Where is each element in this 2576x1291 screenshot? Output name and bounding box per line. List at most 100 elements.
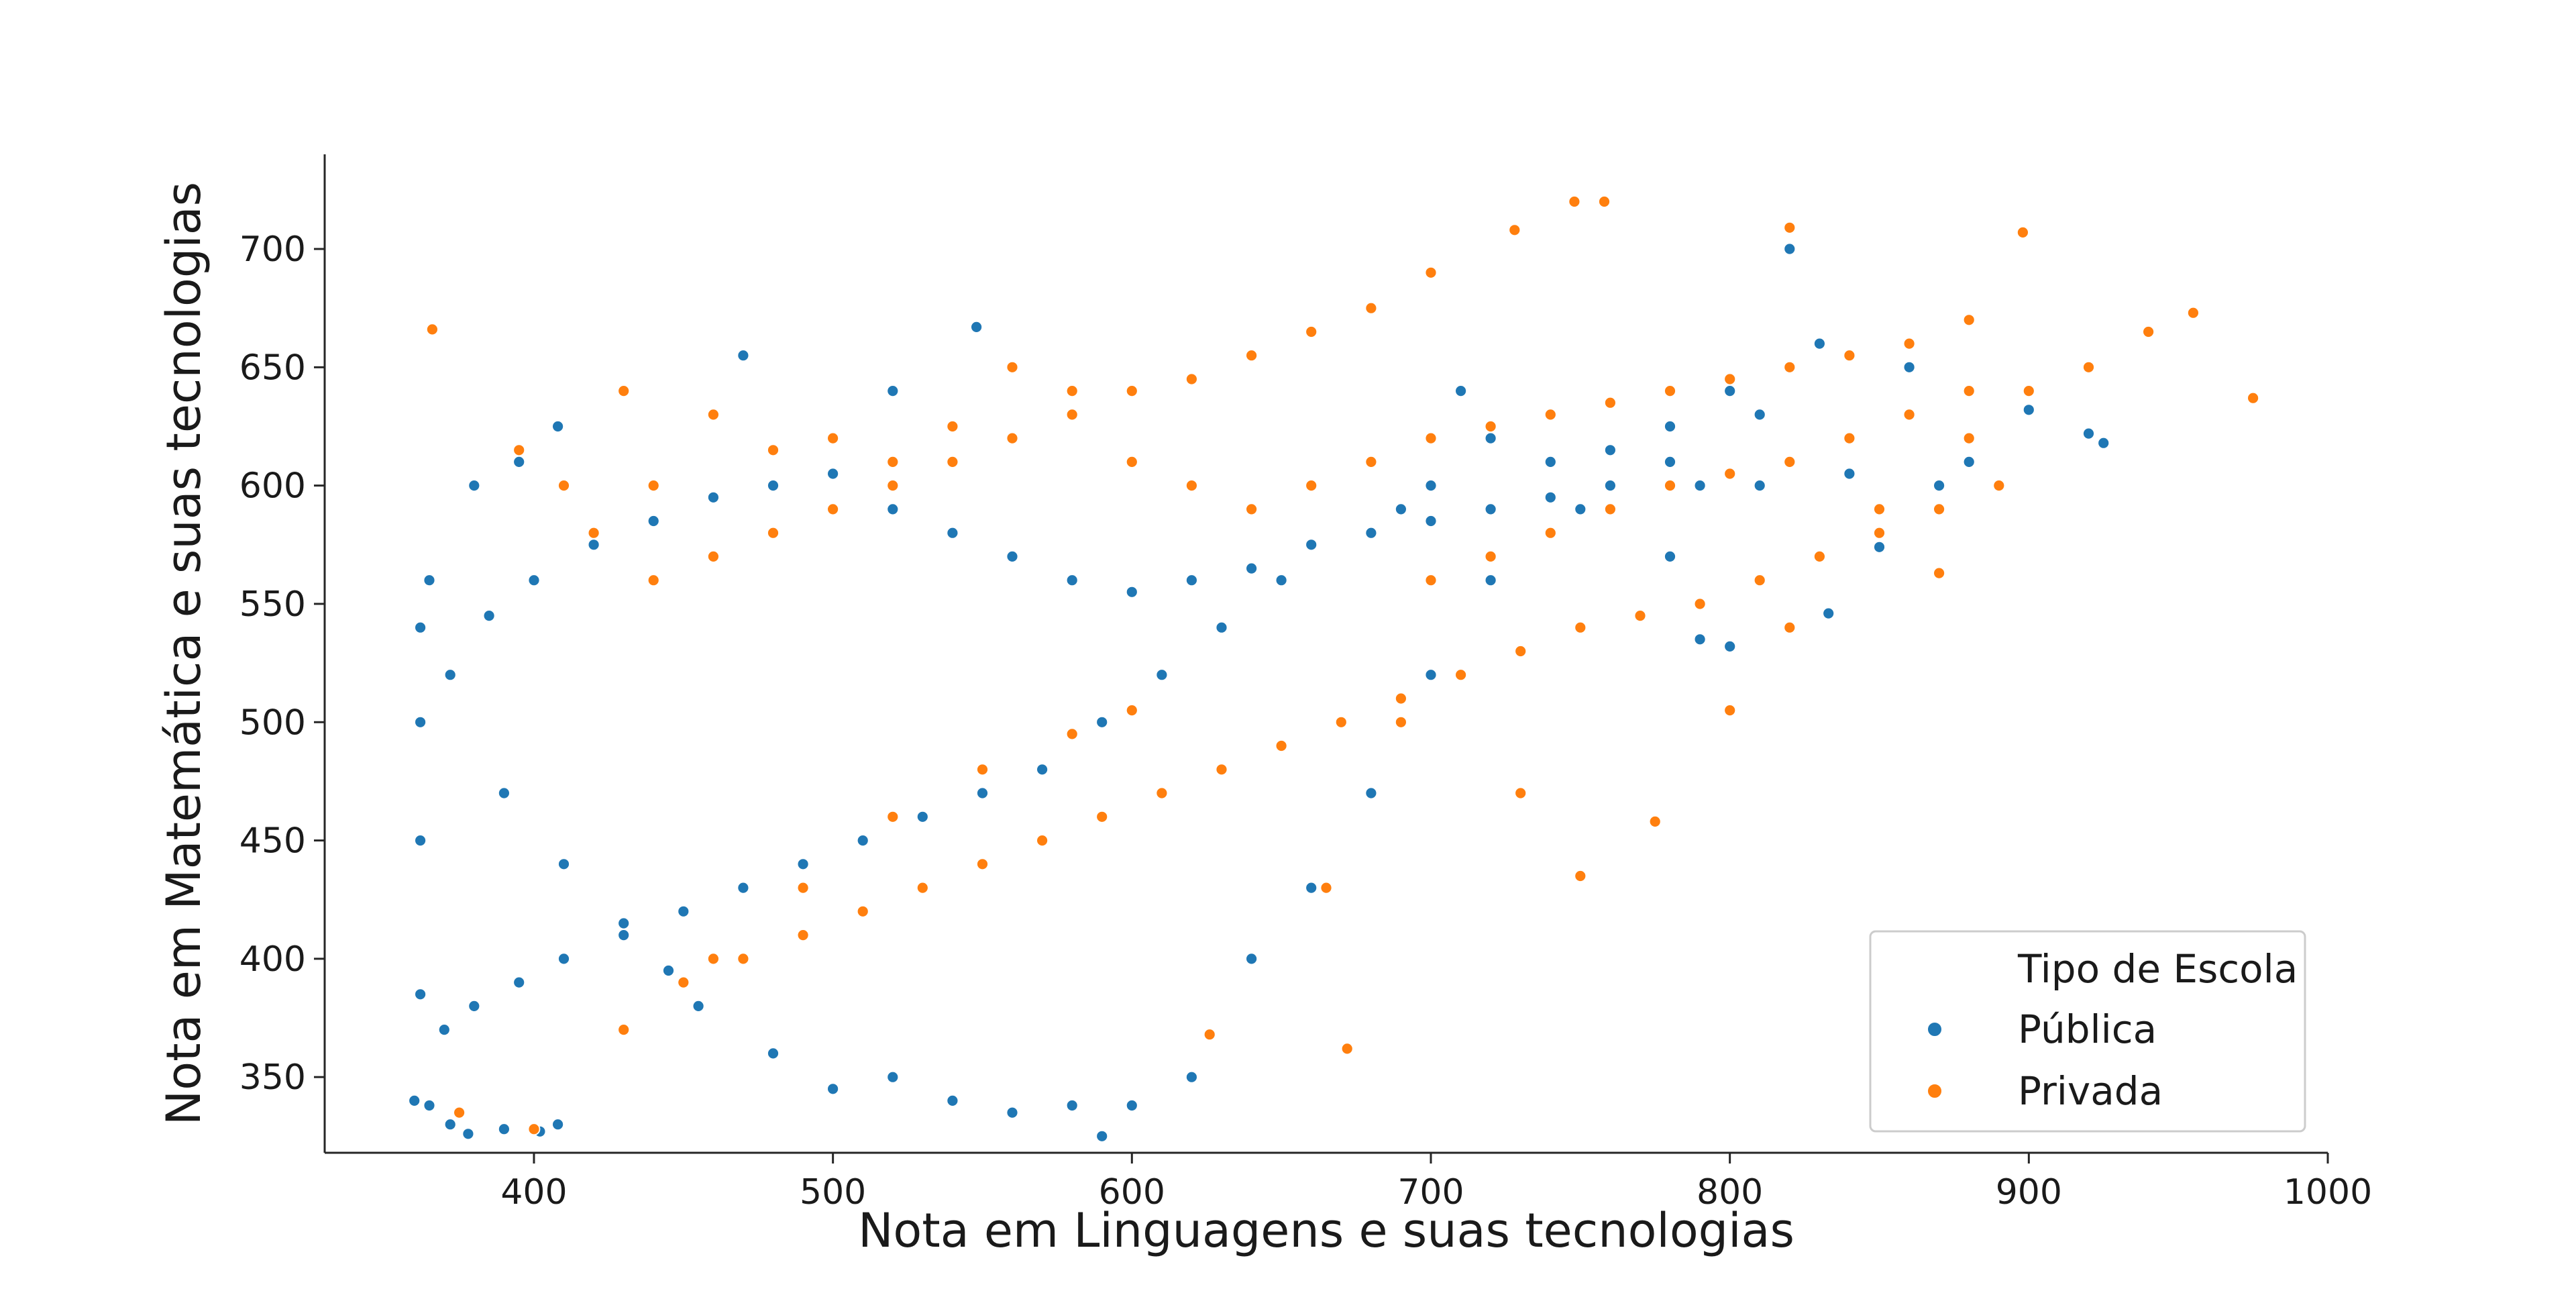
point-publica xyxy=(1305,538,1318,552)
point-privada xyxy=(2247,391,2260,405)
point-publica xyxy=(1753,408,1766,421)
point-publica xyxy=(423,1099,436,1112)
point-privada xyxy=(1783,360,1796,374)
point-privada xyxy=(1125,384,1138,397)
point-privada xyxy=(1603,396,1617,409)
point-privada xyxy=(1424,266,1438,279)
point-privada xyxy=(1873,526,1886,539)
x-tick-label: 1000 xyxy=(2284,1172,2372,1212)
point-privada xyxy=(767,444,780,457)
point-privada xyxy=(1843,431,1856,445)
point-privada xyxy=(1723,372,1737,386)
point-publica xyxy=(1364,786,1378,800)
point-publica xyxy=(1813,337,1826,350)
point-privada xyxy=(1902,337,1916,350)
x-tick-label: 500 xyxy=(800,1172,866,1212)
point-publica xyxy=(946,1094,959,1107)
legend-marker xyxy=(1927,1021,1943,1037)
point-publica xyxy=(443,668,457,682)
point-privada xyxy=(796,929,810,941)
point-publica xyxy=(886,503,900,516)
point-privada xyxy=(426,323,439,336)
point-privada xyxy=(1544,526,1557,539)
point-privada xyxy=(1394,692,1407,705)
point-privada xyxy=(647,479,660,492)
legend-marker xyxy=(1927,1083,1943,1099)
point-privada xyxy=(1454,668,1468,682)
y-tick-label: 500 xyxy=(239,703,306,743)
point-privada xyxy=(1065,384,1079,397)
point-privada xyxy=(707,550,720,563)
point-privada xyxy=(1962,431,1976,445)
point-publica xyxy=(677,905,690,918)
point-publica xyxy=(1424,668,1438,682)
point-publica xyxy=(1693,633,1707,646)
point-privada xyxy=(886,479,900,492)
point-privada xyxy=(2022,384,2035,397)
point-privada xyxy=(1245,349,1258,362)
point-publica xyxy=(826,467,839,480)
point-publica xyxy=(2022,403,2035,417)
point-publica xyxy=(1245,952,1258,966)
point-publica xyxy=(826,1082,839,1096)
point-privada xyxy=(1783,621,1796,634)
point-publica xyxy=(662,964,675,977)
point-publica xyxy=(1006,550,1019,563)
point-publica xyxy=(551,420,564,433)
point-privada xyxy=(767,526,780,539)
point-privada xyxy=(976,858,989,871)
point-publica xyxy=(856,834,869,847)
point-privada xyxy=(1574,870,1587,882)
point-publica xyxy=(1843,467,1856,480)
point-publica xyxy=(513,456,526,468)
point-publica xyxy=(414,715,427,729)
x-axis-label: Nota em Linguagens e suas tecnologias xyxy=(858,1203,1794,1258)
point-privada xyxy=(886,810,900,823)
points-layer xyxy=(408,195,2260,1143)
point-publica xyxy=(1036,763,1049,776)
point-publica xyxy=(1484,503,1497,516)
point-privada xyxy=(1484,550,1497,563)
point-privada xyxy=(1484,420,1497,433)
point-publica xyxy=(408,1094,421,1107)
point-privada xyxy=(1275,739,1288,752)
point-publica xyxy=(1723,384,1737,397)
point-privada xyxy=(1095,810,1109,823)
y-axis-label: Nota em Matemática e suas tecnologias xyxy=(156,182,211,1125)
point-publica xyxy=(1424,479,1438,492)
point-publica xyxy=(1185,1070,1198,1084)
legend: Tipo de Escola Pública Privada xyxy=(1869,930,2306,1133)
point-privada xyxy=(1036,834,1049,847)
point-privada xyxy=(1962,313,1976,327)
point-publica xyxy=(617,917,631,930)
point-publica xyxy=(886,384,900,397)
point-publica xyxy=(482,609,496,622)
point-publica xyxy=(1753,479,1766,492)
x-tick-label: 400 xyxy=(500,1172,567,1212)
point-publica xyxy=(1065,1099,1079,1112)
point-privada xyxy=(1305,479,1318,492)
point-privada xyxy=(1006,360,1019,374)
point-publica xyxy=(1454,384,1468,397)
point-publica xyxy=(1723,640,1737,653)
point-privada xyxy=(856,905,869,918)
point-privada xyxy=(1664,479,1676,492)
point-privada xyxy=(1508,223,1521,237)
point-publica xyxy=(1933,479,1946,492)
point-publica xyxy=(970,320,983,333)
point-publica xyxy=(1065,574,1079,587)
point-privada xyxy=(1574,621,1587,634)
point-privada xyxy=(617,384,631,397)
point-publica xyxy=(1275,574,1288,587)
x-tick-label: 900 xyxy=(1996,1172,2062,1212)
point-publica xyxy=(1155,668,1169,682)
point-privada xyxy=(946,420,959,433)
point-publica xyxy=(707,490,720,504)
point-publica xyxy=(617,929,631,941)
point-publica xyxy=(1185,574,1198,587)
y-tick-label: 650 xyxy=(239,348,306,388)
point-privada xyxy=(1424,431,1438,445)
point-privada xyxy=(916,881,929,894)
point-privada xyxy=(796,881,810,894)
